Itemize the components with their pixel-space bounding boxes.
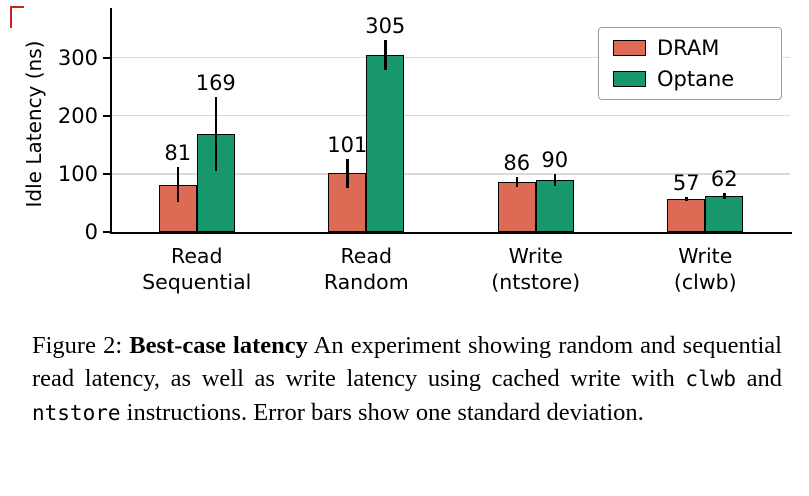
bar-value-label-optane-0: 169	[195, 70, 236, 95]
error-bar-optane-2	[553, 173, 556, 186]
legend-label-optane: Optane	[657, 67, 735, 91]
error-bar-dram-2	[515, 177, 518, 187]
y-axis-label: Idle Latency (ns)	[22, 40, 46, 208]
caption-code-ntstore: ntstore	[32, 400, 121, 425]
y-tick-label-300: 300	[57, 45, 98, 70]
optane-swatch	[613, 71, 646, 87]
red-crop-mark	[10, 6, 12, 28]
bar-value-label-dram-2: 86	[503, 151, 531, 176]
y-tick-100	[103, 172, 110, 175]
error-bar-dram-0	[176, 167, 179, 203]
x-axis-spine	[110, 232, 792, 234]
category-label-2: Write (ntstore)	[491, 244, 581, 294]
red-crop-mark	[10, 6, 24, 8]
dram-swatch	[613, 40, 646, 56]
bar-optane-3	[705, 195, 744, 232]
category-label-3: Write (clwb)	[673, 244, 737, 294]
error-bar-dram-3	[685, 196, 688, 202]
caption-code-clwb: clwb	[685, 367, 736, 392]
y-tick-300	[103, 56, 110, 59]
y-axis-spine	[110, 8, 112, 232]
figure-caption: Figure 2: Best-case latency An experimen…	[32, 329, 782, 429]
y-tick-label-100: 100	[57, 161, 98, 186]
bar-value-label-optane-2: 90	[541, 147, 569, 172]
bar-value-label-optane-3: 62	[710, 167, 738, 192]
bar-value-label-dram-1: 101	[327, 132, 368, 157]
gridline-100	[112, 173, 790, 175]
gridline-300	[112, 56, 790, 59]
y-tick-200	[103, 114, 110, 117]
caption-bold-title: Best-case latency	[129, 332, 308, 359]
bar-value-label-dram-0: 81	[164, 141, 192, 166]
bar-optane-1	[366, 54, 405, 232]
error-bar-optane-0	[214, 96, 217, 171]
caption-prefix: Figure 2:	[32, 332, 130, 359]
bar-dram-3	[667, 198, 706, 232]
caption-body: An experiment showing random and sequent…	[32, 332, 782, 393]
y-tick-0	[103, 231, 110, 233]
bar-value-label-optane-1: 305	[365, 13, 406, 38]
bar-dram-2	[497, 182, 536, 232]
legend-label-dram: DRAM	[657, 36, 720, 60]
bar-optane-2	[535, 179, 574, 232]
legend: DRAM Optane	[598, 27, 782, 100]
caption-body-end: instructions. Error bars show one standa…	[120, 398, 644, 426]
category-label-0: Read Sequential	[142, 244, 252, 294]
plot-area: 0 100 200 300 Read Sequential Read Random Writ…	[58, 8, 792, 294]
error-bar-optane-3	[723, 193, 726, 199]
y-tick-label-0: 0	[84, 220, 98, 244]
legend-entry-optane: Optane	[613, 68, 767, 90]
caption-mid: and	[735, 365, 782, 393]
y-tick-label-200: 200	[57, 103, 98, 128]
error-bar-dram-1	[346, 158, 349, 188]
gridline-200	[112, 114, 790, 117]
legend-entry-dram: DRAM	[613, 37, 767, 59]
bar-value-label-dram-3: 57	[672, 170, 700, 195]
category-label-1: Read Random	[323, 244, 409, 294]
error-bar-optane-1	[384, 39, 387, 70]
